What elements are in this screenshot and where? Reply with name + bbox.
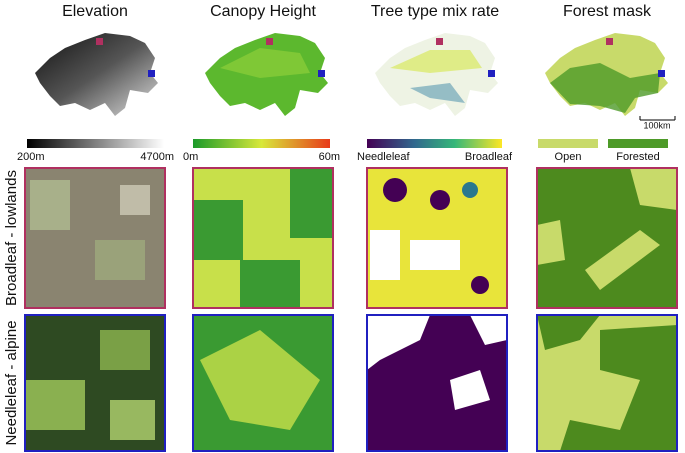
tile bbox=[536, 167, 678, 309]
legend-label: 4700m bbox=[140, 151, 174, 163]
legend-label: Broadleaf bbox=[465, 151, 513, 163]
colorbar bbox=[193, 139, 330, 148]
tile bbox=[366, 314, 508, 452]
tile bbox=[24, 314, 166, 452]
canopy-map bbox=[205, 33, 328, 116]
row-label: Needleleaf - alpine bbox=[3, 320, 20, 445]
legend-label: 0m bbox=[183, 151, 198, 163]
legend-label: Forested bbox=[616, 151, 659, 163]
tile bbox=[192, 314, 334, 452]
legend-label: Open bbox=[555, 151, 582, 163]
scale-bar-label: 100km bbox=[643, 120, 670, 130]
legend-label: 200m bbox=[17, 151, 45, 163]
column-title: Tree type mix rate bbox=[371, 3, 499, 20]
elevation-map bbox=[35, 33, 158, 116]
mix-map bbox=[375, 33, 498, 116]
colorbar bbox=[27, 139, 164, 148]
legend-swatch bbox=[608, 139, 668, 148]
tile bbox=[536, 314, 678, 452]
legend-label: Needleleaf bbox=[357, 151, 411, 163]
column-title: Canopy Height bbox=[210, 3, 316, 20]
tile bbox=[24, 167, 166, 309]
forest-map bbox=[545, 33, 676, 121]
colorbar bbox=[367, 139, 502, 148]
legend-swatch bbox=[538, 139, 598, 148]
tile bbox=[366, 167, 508, 309]
column-title: Elevation bbox=[62, 3, 128, 20]
row-label: Broadleaf - lowlands bbox=[3, 170, 20, 306]
tile bbox=[192, 167, 334, 309]
column-title: Forest mask bbox=[563, 3, 652, 20]
legend-label: 60m bbox=[319, 151, 340, 163]
